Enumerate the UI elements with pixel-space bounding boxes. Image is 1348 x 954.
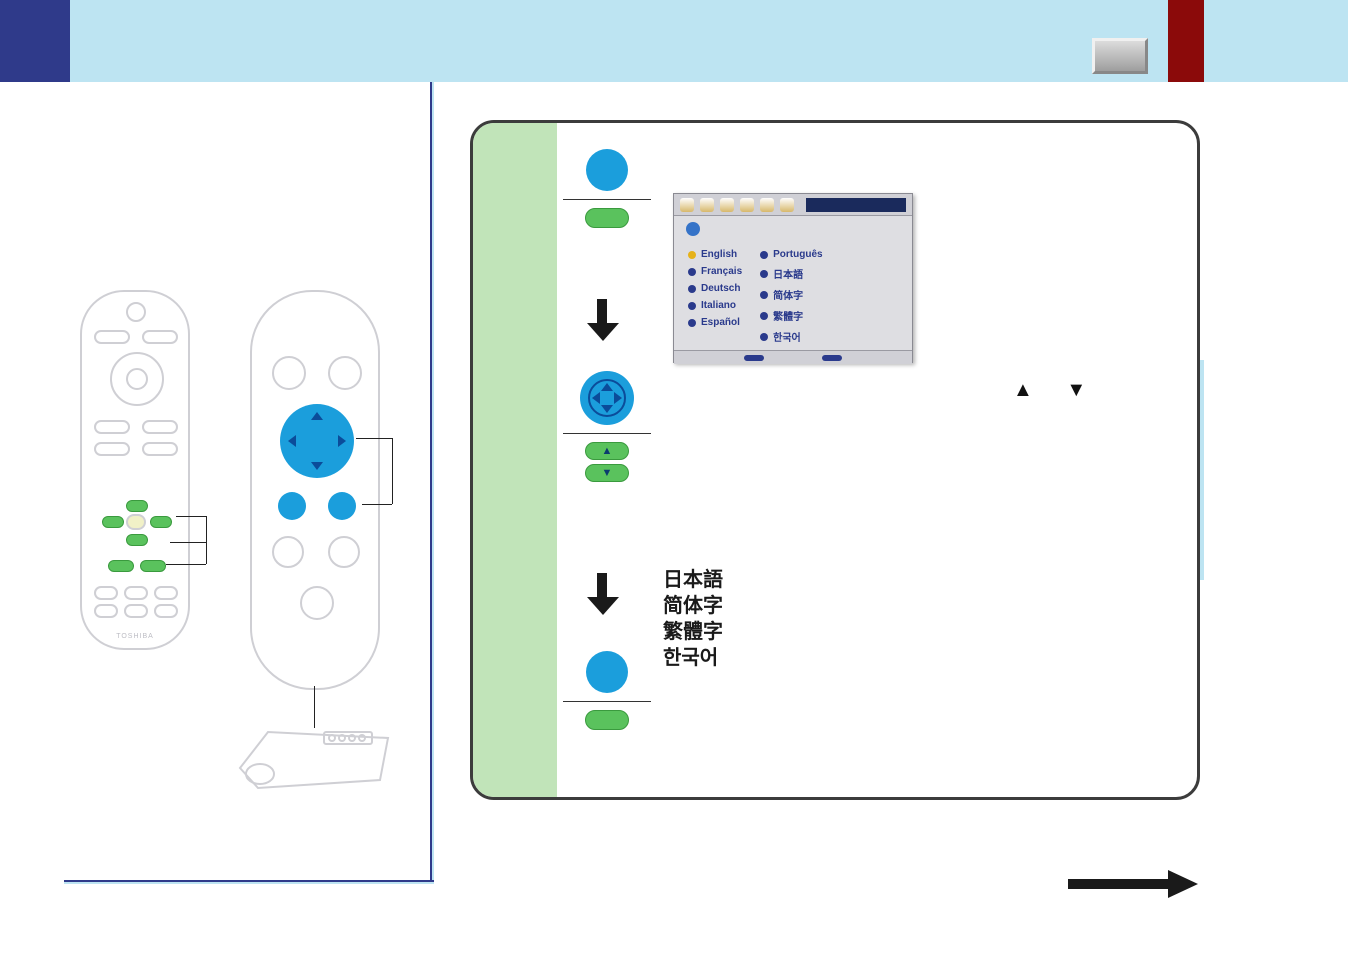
leader-line bbox=[362, 504, 392, 505]
remote-button bbox=[94, 330, 130, 344]
osd-lang: Italiano bbox=[701, 300, 736, 311]
step-1 bbox=[557, 149, 657, 228]
remote-dpad-center bbox=[126, 368, 148, 390]
remote-power-button bbox=[300, 586, 334, 620]
arrow-left-button bbox=[102, 516, 124, 528]
osd-lang: 繁體字 bbox=[773, 308, 803, 323]
leader-line bbox=[170, 542, 206, 543]
horizontal-rule bbox=[64, 880, 434, 884]
instruction-panel: English Français Deutsch Italiano Españo… bbox=[470, 120, 1200, 800]
leader-line bbox=[392, 438, 393, 504]
enter-button-icon bbox=[586, 651, 628, 693]
osd-lang: 日本語 bbox=[773, 266, 803, 281]
leader-line bbox=[356, 438, 392, 439]
remote-button bbox=[94, 586, 118, 600]
remote-button bbox=[94, 442, 130, 456]
enter-button bbox=[140, 560, 166, 572]
menu-button bbox=[108, 560, 134, 572]
down-triangle: ▼ bbox=[602, 467, 613, 479]
remote-minus-button bbox=[272, 356, 306, 390]
arrow-up-button bbox=[126, 500, 148, 512]
remote-button bbox=[272, 536, 304, 568]
step-3 bbox=[557, 651, 657, 730]
lang-kr: 한국어 bbox=[663, 645, 723, 671]
remote-button bbox=[142, 420, 178, 434]
osd-lang: Deutsch bbox=[701, 283, 740, 294]
osd-lang: 简体字 bbox=[773, 287, 803, 302]
continued-arrow-icon bbox=[1068, 870, 1198, 898]
down-arrow-icon bbox=[587, 299, 617, 343]
selection-disk-icon bbox=[580, 371, 634, 425]
remote-large bbox=[250, 290, 380, 690]
leader-line bbox=[206, 516, 207, 564]
remote-button bbox=[328, 536, 360, 568]
remote-button bbox=[94, 604, 118, 618]
leader-line bbox=[166, 564, 206, 565]
remote-plus-button bbox=[328, 356, 362, 390]
remote-center-button bbox=[126, 514, 146, 530]
dpad-arrows bbox=[286, 410, 348, 472]
remote-diagram: TOSHIBA bbox=[80, 290, 410, 810]
language-list: 日本語 简体字 繁體字 한국어 bbox=[663, 567, 723, 671]
remote-small: TOSHIBA bbox=[80, 290, 190, 650]
globe-icon bbox=[686, 222, 700, 236]
remote-menu-button bbox=[278, 492, 306, 520]
banner-red-stripe bbox=[1168, 0, 1204, 82]
menu-button-icon bbox=[586, 149, 628, 191]
osd-lang: Español bbox=[701, 317, 740, 328]
remote-button bbox=[142, 330, 178, 344]
remote-top-button bbox=[126, 302, 146, 322]
arrow-right-button bbox=[150, 516, 172, 528]
projector-diagram bbox=[230, 710, 400, 800]
leader-line bbox=[176, 516, 206, 517]
up-down-indicators: ▲ ▼ bbox=[1013, 379, 1100, 402]
panel-green-stripe bbox=[473, 123, 557, 797]
osd-lang: 한국어 bbox=[773, 329, 801, 344]
remote-button bbox=[94, 420, 130, 434]
remote-button bbox=[154, 586, 178, 600]
remote-button bbox=[154, 604, 178, 618]
osd-tabbar bbox=[674, 194, 912, 216]
vertical-rule bbox=[430, 82, 434, 882]
remote-button bbox=[124, 604, 148, 618]
osd-lang-col-right: Português 日本語 简体字 繁體字 한국어 bbox=[760, 249, 822, 344]
down-arrow-icon bbox=[587, 573, 617, 617]
osd-lang: Français bbox=[701, 266, 742, 277]
banner-left-block bbox=[0, 0, 70, 82]
remote-enter-button bbox=[328, 492, 356, 520]
osd-lang-col-left: English Français Deutsch Italiano Españo… bbox=[688, 249, 742, 344]
vol-buttons: ▲ ▼ bbox=[557, 442, 657, 482]
remote-button bbox=[142, 442, 178, 456]
menu-button-icon-alt bbox=[585, 208, 629, 228]
banner-cyan-strip bbox=[70, 0, 1348, 82]
lang-jp: 日本語 bbox=[663, 567, 723, 593]
osd-lang: English bbox=[701, 249, 737, 260]
arrow-down-button bbox=[126, 534, 148, 546]
step-2: ▲ ▼ bbox=[557, 371, 657, 482]
remote-brand-label: TOSHIBA bbox=[82, 633, 188, 640]
enter-button-icon-alt bbox=[585, 710, 629, 730]
up-triangle: ▲ bbox=[602, 445, 613, 457]
remote-dpad bbox=[280, 404, 354, 478]
osd-lang: Português bbox=[773, 249, 822, 260]
remote-button bbox=[124, 586, 148, 600]
osd-language-menu: English Français Deutsch Italiano Españo… bbox=[673, 193, 913, 363]
contents-button[interactable] bbox=[1092, 38, 1148, 74]
lang-sc: 简体字 bbox=[663, 593, 723, 619]
lang-tc: 繁體字 bbox=[663, 619, 723, 645]
